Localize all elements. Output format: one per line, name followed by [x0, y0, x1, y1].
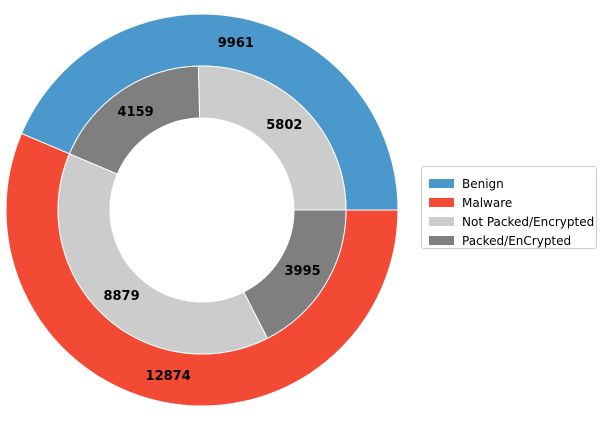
legend-item-not-packed: Not Packed/Encrypted — [429, 212, 596, 231]
inner-value-label-2: 8879 — [103, 289, 139, 304]
outer-value-label-0: 9961 — [218, 36, 254, 51]
legend-item-malware: Malware — [429, 193, 596, 212]
legend-swatch-benign — [429, 179, 454, 188]
inner-value-label-1: 4159 — [117, 105, 153, 120]
legend-item-packed: Packed/EnCrypted — [429, 231, 596, 250]
legend-label-malware: Malware — [462, 195, 513, 210]
legend-label-not-packed: Not Packed/Encrypted — [462, 214, 595, 229]
legend-swatch-packed — [429, 236, 454, 245]
inner-slice-packed-encrypted-3 — [243, 209, 347, 339]
legend: Benign Malware Not Packed/Encrypted Pack… — [421, 166, 597, 249]
legend-label-benign: Benign — [462, 176, 504, 191]
inner-value-label-3: 3995 — [285, 264, 321, 279]
legend-item-benign: Benign — [429, 174, 596, 193]
legend-swatch-not-packed — [429, 217, 454, 226]
legend-label-packed: Packed/EnCrypted — [462, 233, 572, 248]
legend-swatch-malware — [429, 198, 454, 207]
inner-slice-not-packed-encrypted-2 — [57, 153, 269, 355]
inner-value-label-0: 5802 — [266, 118, 302, 133]
outer-value-label-1: 12874 — [146, 369, 191, 384]
